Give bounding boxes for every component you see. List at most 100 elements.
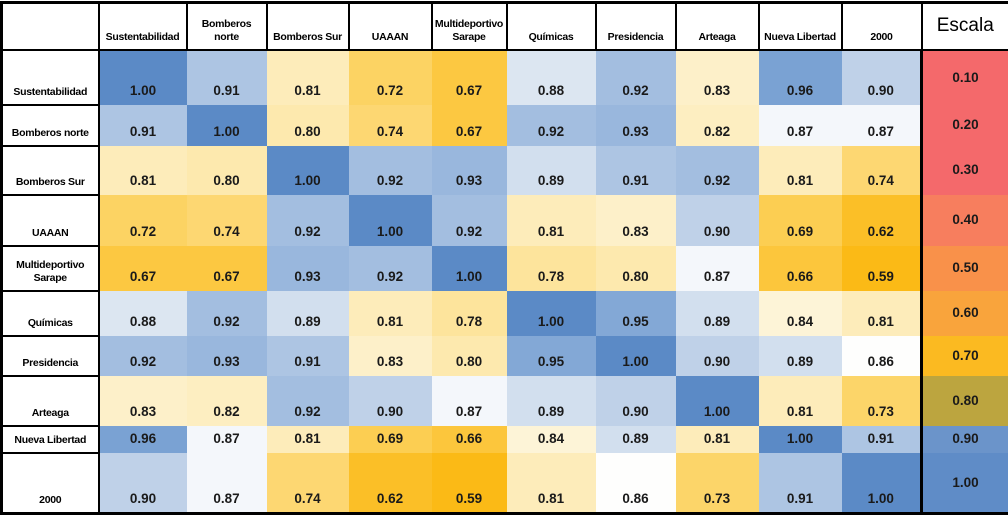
scale-legend-cell: 1.00 [920,452,1008,514]
table-row: Nueva Libertad 0.96 0.87 0.81 0.69 0.66 0.84 0.… [0,424,1008,454]
matrix-cell: 0.92 [675,145,759,195]
matrix-cell: 1.00 [675,375,759,426]
matrix-cell: 0.92 [98,335,187,376]
row-header: Químicas [0,289,100,337]
matrix-cell: 0.93 [595,104,676,146]
row-header: UAAAN [0,193,100,247]
matrix-cell: 0.73 [675,452,759,514]
corner-cell [0,1,100,51]
matrix-cell: 1.00 [758,425,842,453]
col-header: Químicas [505,1,597,51]
matrix-cell: 0.74 [266,452,349,514]
matrix-cell: 0.86 [841,335,922,376]
matrix-cell: 0.59 [431,452,507,514]
matrix-cell: 0.87 [841,104,922,146]
matrix-cell: 0.81 [758,145,842,195]
matrix-cell: 0.92 [431,194,507,246]
matrix-cell: 0.66 [431,425,507,453]
matrix-cell: 0.91 [595,145,676,195]
matrix-cell: 0.59 [841,245,922,291]
table-row: UAAAN 0.72 0.74 0.92 1.00 0.92 0.81 0.83 0.90 0.6… [0,193,1008,247]
header-row: Sustentabilidad Bomberos norte Bomberos Su… [0,1,1008,51]
matrix-cell: 0.95 [506,335,596,376]
matrix-cell: 0.82 [186,375,267,426]
matrix-cell: 0.81 [266,49,349,105]
matrix-cell: 0.80 [431,335,507,376]
matrix-cell: 0.90 [98,452,187,514]
row-header: Arteaga [0,374,100,427]
matrix-cell: 0.92 [506,104,596,146]
matrix-cell: 0.69 [348,425,432,453]
matrix-cell: 0.91 [98,104,187,146]
matrix-cell: 0.72 [98,194,187,246]
scale-legend-cell: 0.30 [920,145,1008,195]
matrix-cell: 0.89 [506,375,596,426]
scale-legend-cell: 0.10 [920,49,1008,105]
matrix-cell: 0.96 [758,49,842,105]
matrix-cell: 0.81 [841,290,922,336]
matrix-cell: 0.92 [186,290,267,336]
matrix-cell: 0.81 [266,425,349,453]
matrix-cell: 0.89 [595,425,676,453]
table-row: Arteaga 0.83 0.82 0.92 0.90 0.87 0.89 0.90 1.00 0… [0,374,1008,427]
table-row: Químicas 0.88 0.92 0.89 0.81 0.78 1.00 0.95 0.89… [0,289,1008,337]
matrix-cell: 0.87 [675,245,759,291]
matrix-cell: 0.81 [675,425,759,453]
matrix-cell: 0.88 [506,49,596,105]
row-header: 2000 [0,451,100,515]
row-header: Presidencia [0,334,100,377]
matrix-cell: 0.93 [266,245,349,291]
row-header: Multideportivo Sarape [0,244,100,292]
matrix-cell: 0.74 [186,194,267,246]
table-row: 2000 0.90 0.87 0.74 0.62 0.59 0.81 0.86 0.73 0.91… [0,451,1008,515]
matrix-cell: 0.91 [266,335,349,376]
matrix-cell: 0.80 [266,104,349,146]
matrix-cell: 0.81 [758,375,842,426]
col-header: Arteaga [674,1,760,51]
matrix-cell: 0.81 [98,145,187,195]
matrix-cell: 0.92 [348,245,432,291]
col-header: UAAAN [347,1,433,51]
col-header: Sustentabilidad [97,1,188,51]
row-header: Sustentabilidad [0,48,100,106]
matrix-cell: 0.87 [431,375,507,426]
matrix-cell: 0.91 [186,49,267,105]
matrix-cell: 0.74 [841,145,922,195]
matrix-cell: 0.80 [595,245,676,291]
matrix-cell: 0.73 [841,375,922,426]
matrix-cell: 0.88 [98,290,187,336]
matrix-cell: 0.92 [595,49,676,105]
matrix-cell: 0.93 [431,145,507,195]
matrix-cell: 0.92 [266,375,349,426]
scale-legend-cell: 0.70 [920,335,1008,376]
row-header: Nueva Libertad [0,424,100,454]
matrix-cell: 0.62 [348,452,432,514]
matrix-cell: 0.90 [675,335,759,376]
col-header: Multideportivo Sarape [430,1,508,51]
matrix-cell: 0.78 [431,290,507,336]
matrix-cell: 0.92 [266,194,349,246]
scale-legend-cell: 0.50 [920,245,1008,291]
table-row: Bomberos Sur 0.81 0.80 1.00 0.92 0.93 0.89 0.91… [0,144,1008,196]
matrix-cell: 0.96 [98,425,187,453]
matrix-cell: 0.80 [186,145,267,195]
scale-legend-cell: 0.20 [920,104,1008,146]
matrix-cell: 0.62 [841,194,922,246]
matrix-cell: 1.00 [506,290,596,336]
matrix-cell: 0.67 [431,49,507,105]
matrix-cell: 0.81 [348,290,432,336]
matrix-cell: 0.89 [675,290,759,336]
matrix-cell: 0.93 [186,335,267,376]
matrix-cell: 0.74 [348,104,432,146]
matrix-cell: 0.82 [675,104,759,146]
matrix-cell: 0.87 [758,104,842,146]
table-row: Bomberos norte 0.91 1.00 0.80 0.74 0.67 0.92 0.… [0,103,1008,147]
matrix-cell: 0.95 [595,290,676,336]
scale-legend-cell: 0.40 [920,194,1008,246]
matrix-cell: 0.81 [506,452,596,514]
matrix-cell: 1.00 [595,335,676,376]
matrix-cell: 0.91 [758,452,842,514]
matrix-cell: 0.72 [348,49,432,105]
